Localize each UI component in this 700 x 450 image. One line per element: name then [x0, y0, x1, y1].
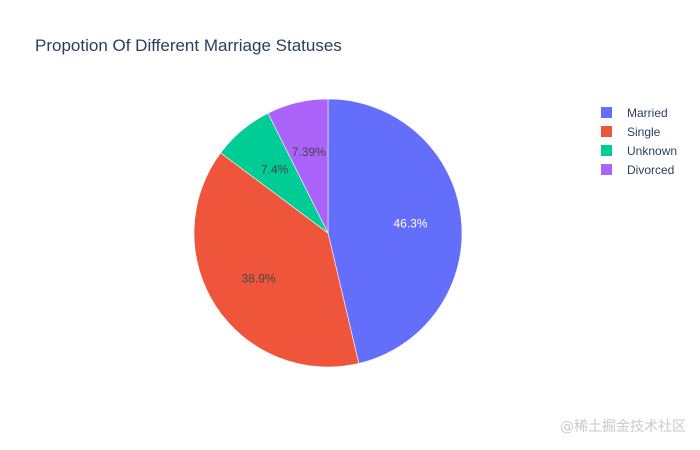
pie-slice-labels: 46.3% 38.9% 7.4%7.39% — [242, 145, 428, 285]
pie-label-single: 38.9% — [242, 272, 276, 286]
legend-item-married[interactable]: Married — [601, 106, 668, 120]
watermark: @稀土掘金技术社区 — [560, 419, 686, 435]
legend[interactable]: Married Single Unknown Divorced — [601, 106, 677, 177]
legend-label-unknown: Unknown — [627, 144, 677, 158]
pie-label-divorced: 7.39% — [292, 145, 326, 159]
legend-swatch-single — [601, 126, 612, 137]
legend-label-married: Married — [627, 106, 668, 120]
pie-slice-divorced[interactable] — [267, 98, 329, 234]
pie-label-married: 46.3% — [394, 216, 428, 230]
pie-slice-single[interactable] — [193, 152, 360, 368]
legend-swatch-married — [601, 107, 612, 118]
legend-item-divorced[interactable]: Divorced — [601, 163, 674, 177]
legend-swatch-unknown — [601, 145, 612, 156]
chart-title: Propotion Of Different Marriage Statuses — [35, 36, 342, 55]
legend-label-divorced: Divorced — [627, 163, 674, 177]
legend-item-single[interactable]: Single — [601, 125, 661, 139]
pie-slices — [193, 98, 463, 368]
legend-item-unknown[interactable]: Unknown — [601, 144, 677, 158]
pie-slice-married[interactable] — [327, 98, 463, 364]
legend-label-single: Single — [627, 125, 661, 139]
pie-label-unknown: 7.4% — [261, 162, 289, 176]
legend-swatch-divorced — [601, 164, 612, 175]
